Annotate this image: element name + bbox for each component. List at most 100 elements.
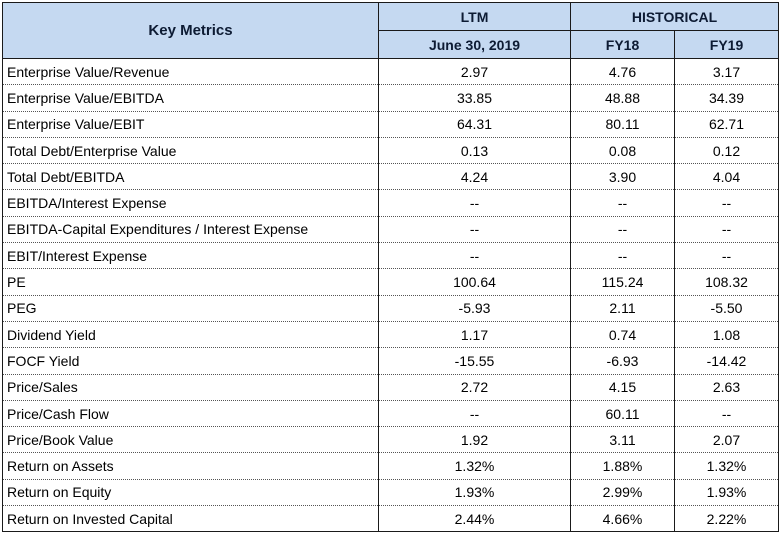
fy18-value: -6.93 bbox=[570, 347, 675, 375]
table-row: EBITDA/Interest Expense -- -- -- bbox=[2, 189, 779, 217]
table-row: PE 100.64 115.24 108.32 bbox=[2, 268, 779, 296]
key-metrics-container: Key Metrics LTM HISTORICAL June 30, 2019… bbox=[2, 2, 779, 533]
ltm-value: -15.55 bbox=[378, 347, 571, 375]
fy18-value: 2.99% bbox=[570, 479, 675, 507]
fy19-value: -- bbox=[674, 242, 779, 270]
header-row-bottom: June 30, 2019 FY18 FY19 bbox=[3, 30, 779, 59]
metric-label: Total Debt/EBITDA bbox=[2, 163, 379, 191]
ltm-value: -5.93 bbox=[378, 295, 571, 322]
metric-label: EBIT/Interest Expense bbox=[2, 242, 379, 270]
ltm-value: 33.85 bbox=[378, 84, 571, 112]
ltm-value: -- bbox=[378, 216, 571, 244]
fy19-value: 2.63 bbox=[674, 374, 779, 401]
metric-label: PE bbox=[2, 268, 379, 296]
table-row: FOCF Yield -15.55 -6.93 -14.42 bbox=[2, 347, 779, 375]
fy18-value: -- bbox=[570, 189, 675, 217]
metric-label: Enterprise Value/Revenue bbox=[2, 58, 379, 86]
fy18-value: 1.88% bbox=[570, 452, 675, 480]
metric-label: Return on Assets bbox=[2, 452, 379, 480]
fy18-header: FY18 bbox=[570, 30, 675, 59]
fy19-value: 34.39 bbox=[674, 84, 779, 112]
fy18-value: 0.08 bbox=[570, 137, 675, 165]
historical-header: HISTORICAL bbox=[570, 2, 779, 31]
table-row: Enterprise Value/Revenue 2.97 4.76 3.17 bbox=[2, 58, 779, 86]
ltm-value: 0.13 bbox=[378, 137, 571, 165]
table-row: Total Debt/Enterprise Value 0.13 0.08 0.12 bbox=[2, 137, 779, 165]
fy19-value: -14.42 bbox=[674, 347, 779, 375]
metric-label: Price/Book Value bbox=[2, 426, 379, 454]
table-row: Price/Cash Flow -- 60.11 -- bbox=[2, 400, 779, 428]
table-row: EBIT/Interest Expense -- -- -- bbox=[2, 242, 779, 270]
table-row: Price/Book Value 1.92 3.11 2.07 bbox=[2, 426, 779, 454]
key-metrics-table: Key Metrics LTM HISTORICAL June 30, 2019… bbox=[2, 2, 779, 533]
fy19-value: -- bbox=[674, 400, 779, 428]
table-row: Dividend Yield 1.17 0.74 1.08 bbox=[2, 321, 779, 349]
fy18-value: 2.11 bbox=[570, 295, 675, 322]
header-row-top: Key Metrics LTM HISTORICAL bbox=[2, 2, 779, 59]
key-metrics-header: Key Metrics bbox=[2, 2, 379, 59]
ltm-value: 2.97 bbox=[378, 58, 571, 86]
metric-label: PEG bbox=[2, 295, 379, 322]
ltm-value: 100.64 bbox=[378, 268, 571, 296]
fy19-value: -- bbox=[674, 189, 779, 217]
metric-label: Return on Invested Capital bbox=[2, 505, 379, 533]
table-row: Return on Assets 1.32% 1.88% 1.32% bbox=[2, 452, 779, 480]
metric-label: Price/Sales bbox=[2, 374, 379, 401]
ltm-value: 4.24 bbox=[378, 163, 571, 191]
fy18-value: 4.76 bbox=[570, 58, 675, 86]
fy18-value: -- bbox=[570, 216, 675, 244]
ltm-date-header: June 30, 2019 bbox=[378, 30, 571, 59]
ltm-value: 1.32% bbox=[378, 452, 571, 480]
ltm-value: 1.92 bbox=[378, 426, 571, 454]
fy19-value: 3.17 bbox=[674, 58, 779, 86]
fy18-value: 4.15 bbox=[570, 374, 675, 401]
fy18-value: 0.74 bbox=[570, 321, 675, 349]
table-row: Enterprise Value/EBITDA 33.85 48.88 34.39 bbox=[2, 84, 779, 112]
table-row: EBITDA-Capital Expenditures / Interest E… bbox=[2, 216, 779, 244]
table-header: Key Metrics LTM HISTORICAL June 30, 2019… bbox=[2, 2, 779, 59]
fy19-value: 62.71 bbox=[674, 111, 779, 138]
fy19-value: -5.50 bbox=[674, 295, 779, 322]
fy19-value: 1.93% bbox=[674, 479, 779, 507]
fy18-value: 80.11 bbox=[570, 111, 675, 138]
ltm-value: 2.44% bbox=[378, 505, 571, 533]
fy18-value: 3.90 bbox=[570, 163, 675, 191]
ltm-value: 2.72 bbox=[378, 374, 571, 401]
metric-label: Total Debt/Enterprise Value bbox=[2, 137, 379, 165]
metric-label: Return on Equity bbox=[2, 479, 379, 507]
metric-label: FOCF Yield bbox=[2, 347, 379, 375]
fy19-value: 1.32% bbox=[674, 452, 779, 480]
table-row: PEG -5.93 2.11 -5.50 bbox=[2, 295, 779, 322]
ltm-value: -- bbox=[378, 400, 571, 428]
ltm-header: LTM bbox=[378, 2, 571, 31]
metric-label: EBITDA-Capital Expenditures / Interest E… bbox=[2, 216, 379, 244]
metric-label: Dividend Yield bbox=[2, 321, 379, 349]
fy19-value: 2.07 bbox=[674, 426, 779, 454]
ltm-value: -- bbox=[378, 242, 571, 270]
table-row: Enterprise Value/EBIT 64.31 80.11 62.71 bbox=[2, 111, 779, 138]
metric-label: EBITDA/Interest Expense bbox=[2, 189, 379, 217]
fy19-header: FY19 bbox=[674, 30, 779, 59]
table-body: Enterprise Value/Revenue 2.97 4.76 3.17 Ente… bbox=[2, 58, 779, 533]
fy18-value: -- bbox=[570, 242, 675, 270]
table-row: Price/Sales 2.72 4.15 2.63 bbox=[2, 374, 779, 401]
fy19-value: 1.08 bbox=[674, 321, 779, 349]
fy19-value: -- bbox=[674, 216, 779, 244]
fy18-value: 115.24 bbox=[570, 268, 675, 296]
fy19-value: 108.32 bbox=[674, 268, 779, 296]
metric-label: Enterprise Value/EBITDA bbox=[2, 84, 379, 112]
fy18-value: 48.88 bbox=[570, 84, 675, 112]
fy18-value: 3.11 bbox=[570, 426, 675, 454]
fy18-value: 4.66% bbox=[570, 505, 675, 533]
fy19-value: 4.04 bbox=[674, 163, 779, 191]
fy19-value: 0.12 bbox=[674, 137, 779, 165]
ltm-value: -- bbox=[378, 189, 571, 217]
metric-label: Price/Cash Flow bbox=[2, 400, 379, 428]
ltm-value: 64.31 bbox=[378, 111, 571, 138]
ltm-value: 1.17 bbox=[378, 321, 571, 349]
table-row: Return on Invested Capital 2.44% 4.66% 2.22… bbox=[2, 505, 779, 533]
ltm-value: 1.93% bbox=[378, 479, 571, 507]
fy18-value: 60.11 bbox=[570, 400, 675, 428]
table-row: Total Debt/EBITDA 4.24 3.90 4.04 bbox=[2, 163, 779, 191]
metric-label: Enterprise Value/EBIT bbox=[2, 111, 379, 138]
